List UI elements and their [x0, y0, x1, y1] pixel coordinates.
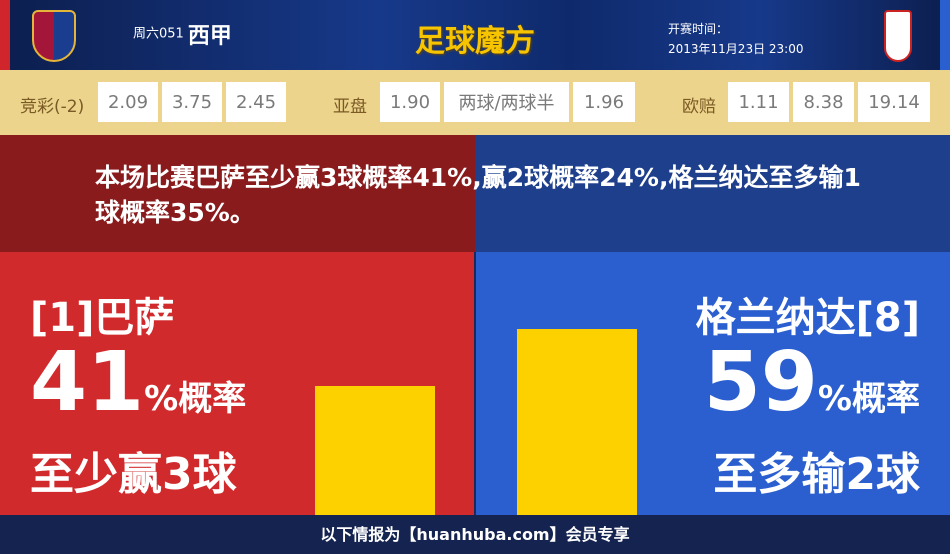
- home-probability-bar: [315, 385, 435, 515]
- summary-bg-away: [475, 135, 950, 252]
- away-team-logo: [884, 10, 912, 62]
- jingcai-label: 竞彩(-2): [20, 97, 85, 117]
- away-percent: 59%概率: [704, 338, 920, 444]
- kickoff-time: 2013年11月23日 23:00: [668, 42, 804, 56]
- header: [0, 0, 950, 70]
- home-percent-suffix: %概率: [144, 379, 247, 419]
- away-probability-bar: [517, 329, 637, 515]
- euro-odd: 8.38: [793, 82, 854, 122]
- home-team-name: [1]巴萨: [30, 295, 175, 341]
- euro-odd: 1.11: [728, 82, 789, 122]
- home-outcome: 至少赢3球: [30, 449, 237, 500]
- home-percent-value: 41: [30, 335, 145, 430]
- away-color-strip: [940, 0, 950, 70]
- home-team-logo: [32, 10, 76, 62]
- euro-odd: 19.14: [858, 82, 930, 122]
- league-name: 西甲: [187, 24, 232, 49]
- away-percent-value: 59: [703, 335, 818, 430]
- jingcai-odd: 3.75: [162, 82, 222, 122]
- asian-handicap: 两球/两球半: [444, 82, 569, 122]
- asian-odd: 1.96: [573, 82, 635, 122]
- summary-bg-home: [0, 135, 475, 252]
- asian-odd: 1.90: [380, 82, 440, 122]
- home-percent: 41%概率: [30, 338, 246, 444]
- league-info: 周六051 西甲: [133, 18, 232, 50]
- kickoff-label: 开赛时间：: [668, 22, 729, 36]
- jingcai-odd: 2.45: [226, 82, 286, 122]
- away-percent-suffix: %概率: [817, 379, 920, 419]
- asian-label: 亚盘: [333, 97, 367, 117]
- away-outcome: 至多输2球: [713, 449, 920, 500]
- prediction-summary: 本场比赛巴萨至少赢3球概率41%,赢2球概率24%,格兰纳达至多输1球概率35%…: [95, 163, 861, 227]
- euro-label: 欧赔: [682, 97, 716, 117]
- match-number: 周六051: [133, 26, 184, 42]
- home-color-strip: [0, 0, 10, 70]
- brand-logo: 足球魔方: [415, 24, 535, 59]
- member-footer-link[interactable]: 以下情报为【huanhuba.com】会员专享: [0, 515, 950, 554]
- jingcai-odd: 2.09: [98, 82, 158, 122]
- away-team-name: 格兰纳达[8]: [695, 295, 920, 341]
